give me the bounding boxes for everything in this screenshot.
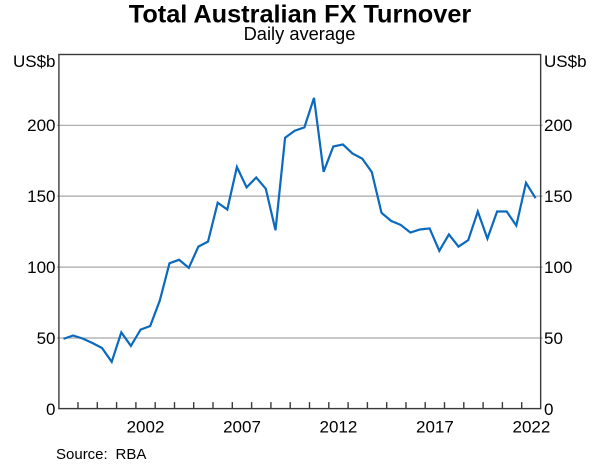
svg-text:150: 150 xyxy=(27,187,55,206)
svg-text:Total Australian FX Turnover: Total Australian FX Turnover xyxy=(129,1,472,29)
svg-text:150: 150 xyxy=(544,187,572,206)
svg-text:100: 100 xyxy=(544,258,572,277)
svg-text:Source:: Source: xyxy=(56,446,108,463)
svg-text:50: 50 xyxy=(37,329,56,348)
svg-text:RBA: RBA xyxy=(116,446,147,463)
svg-text:2002: 2002 xyxy=(127,418,165,437)
svg-text:2012: 2012 xyxy=(319,418,357,437)
svg-text:2017: 2017 xyxy=(416,418,454,437)
svg-text:0: 0 xyxy=(544,400,553,419)
svg-text:0: 0 xyxy=(46,400,55,419)
svg-text:200: 200 xyxy=(27,116,55,135)
svg-text:Daily average: Daily average xyxy=(244,23,356,44)
svg-text:2007: 2007 xyxy=(223,418,261,437)
svg-text:100: 100 xyxy=(27,258,55,277)
svg-text:US$b: US$b xyxy=(544,52,587,71)
svg-text:50: 50 xyxy=(544,329,563,348)
svg-text:200: 200 xyxy=(544,116,572,135)
svg-text:US$b: US$b xyxy=(13,52,56,71)
svg-text:2022: 2022 xyxy=(512,418,550,437)
